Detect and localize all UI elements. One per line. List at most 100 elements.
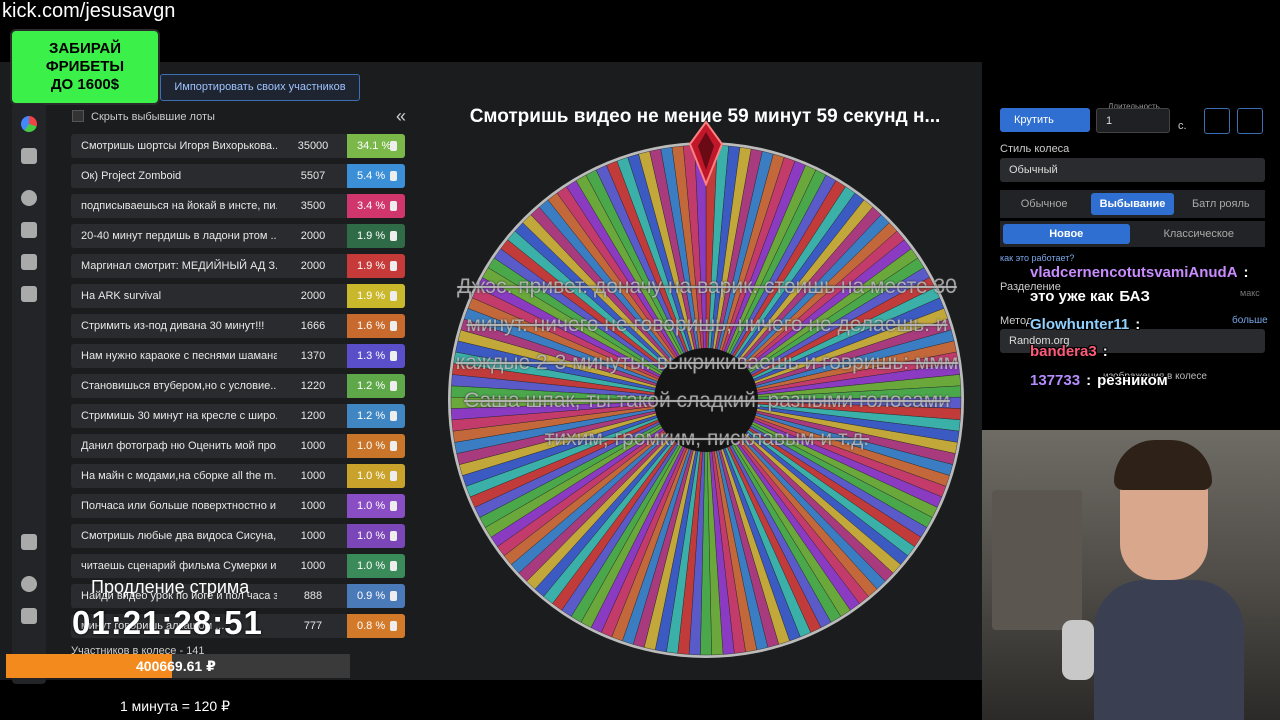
lot-row[interactable]: Стримить из-под дивана 30 минут!!! 1666 1.… <box>71 314 405 338</box>
chat-line: это уже как БАЗ <box>1030 288 1156 305</box>
duration-input[interactable]: 1 <box>1096 108 1170 133</box>
language-icon[interactable] <box>21 534 37 550</box>
lot-name: читаешь сценарий фильма Сумерки и... <box>81 560 277 572</box>
lot-row[interactable]: Стримишь 30 минут на кресле с широ... 120… <box>71 404 405 428</box>
lot-amount: 3500 <box>300 200 326 212</box>
style-label: Стиль колеса <box>1000 143 1070 155</box>
lot-name: На ARK survival <box>81 290 162 302</box>
hide-eliminated-label: Скрыть выбывшие лоты <box>91 111 215 123</box>
settings-icon[interactable] <box>21 190 37 206</box>
lot-amount: 1000 <box>300 560 326 572</box>
lot-amount: 1666 <box>300 320 326 332</box>
promo-line: ЗАБИРАЙ <box>48 40 122 57</box>
lot-row[interactable]: Становишься втубером,но с условие... 1220… <box>71 374 405 398</box>
stream-url: kick.com/jesusavgn <box>2 0 176 22</box>
chat-user: vladcernencotutsvamiAnudA <box>1030 264 1238 281</box>
pointer <box>688 120 724 186</box>
lot-amount: 5507 <box>300 170 326 182</box>
lot-row[interactable]: Маргинал смотрит: МЕДИЙНЫЙ АД З... 2000 1.… <box>71 254 405 278</box>
lot-name: минут говоришь алкашом ... <box>81 620 225 632</box>
donation-text: Джэс. привет. доначу на варик. стоишь на… <box>455 275 959 450</box>
lot-name: На майн с модами,на сборке all the m... <box>81 470 277 482</box>
lot-amount: 777 <box>303 620 323 632</box>
lot-percent: 0.8 % <box>347 614 405 638</box>
lot-amount: 1000 <box>300 470 326 482</box>
chat-message: это уже как <box>1030 288 1114 305</box>
chat-message: резником <box>1097 372 1168 389</box>
wheel-center <box>654 348 758 452</box>
lot-name: Ок) Project Zomboid <box>81 170 182 182</box>
chat-user: 137733 <box>1030 372 1081 389</box>
lot-row[interactable]: Смотришь любые два видоса Сисуна,... 1000… <box>71 524 405 548</box>
chat-separator: : <box>1102 343 1108 360</box>
lot-percent: 1.9 % <box>347 224 405 248</box>
chat-user: Glowhunter11 <box>1030 316 1130 333</box>
lot-percent: 1.0 % <box>347 434 405 458</box>
lot-name: Данил фотограф ню Оценить мой про... <box>81 440 277 452</box>
mode-tab[interactable]: Батл рояль <box>1191 198 1250 210</box>
lot-row[interactable]: Полчаса или больше поверхтностно и... 100… <box>71 494 405 518</box>
layers-icon[interactable] <box>21 222 37 238</box>
random-button[interactable] <box>1204 108 1230 134</box>
stats-icon[interactable] <box>21 148 37 164</box>
lot-name: подписываешься на йокай в инсте, пи... <box>81 200 277 212</box>
promo-banner[interactable]: ЗАБИРАЙ ФРИБЕТЫ ДО 1600$ <box>12 31 158 103</box>
mode-tab[interactable]: Обычное <box>1020 198 1068 210</box>
style-select[interactable]: Обычный <box>1000 158 1265 182</box>
webcam <box>982 430 1280 720</box>
method-select[interactable]: Random.org <box>1000 329 1265 353</box>
mode-tab[interactable]: Выбывание <box>1091 193 1174 215</box>
lot-row[interactable]: подписываешься на йокай в инсте, пи... 35… <box>71 194 405 218</box>
chat-line: bandera3: <box>1030 343 1114 360</box>
lot-percent: 1.6 % <box>347 314 405 338</box>
lot-percent: 1.2 % <box>347 404 405 428</box>
chat-separator: : <box>1086 372 1092 389</box>
lot-name: Смотришь шортсы Игоря Вихорькова... <box>81 140 277 152</box>
github-icon[interactable] <box>21 576 37 592</box>
duration-label: Длительность <box>1108 102 1160 111</box>
wheel[interactable] <box>446 140 966 660</box>
lot-name: Маргинал смотрит: МЕДИЙНЫЙ АД З... <box>81 260 277 272</box>
microphone <box>1062 620 1094 680</box>
collapse-button[interactable]: « <box>396 106 407 126</box>
lot-row[interactable]: 20-40 минут пердишь в ладони ртом ... 200… <box>71 224 405 248</box>
lot-name: Полчаса или больше поверхтностно и... <box>81 500 277 512</box>
music-button[interactable] <box>1237 108 1263 134</box>
lot-amount: 888 <box>303 590 323 602</box>
lot-amount: 1000 <box>300 530 326 542</box>
hide-eliminated[interactable]: Скрыть выбывшие лоты <box>72 110 215 123</box>
how-link[interactable]: как это работает? <box>1000 253 1075 263</box>
spin-button[interactable]: Крутить <box>1000 108 1090 132</box>
more-link[interactable]: больше <box>1232 315 1268 326</box>
lot-row[interactable]: На майн с модами,на сборке all the m... 1… <box>71 464 405 488</box>
lot-name: Стримишь 30 минут на кресле с широ... <box>81 410 277 422</box>
shield-icon[interactable] <box>21 254 37 270</box>
checkbox[interactable] <box>72 110 84 122</box>
lot-row[interactable]: минут говоришь алкашом ... 777 0.8 % <box>71 614 405 638</box>
lot-row[interactable]: Данил фотограф ню Оценить мой про... 1000… <box>71 434 405 458</box>
lot-amount: 35000 <box>297 140 329 152</box>
lot-row[interactable]: Ок) Project Zomboid 5507 5.4 % <box>71 164 405 188</box>
bar-fill <box>6 654 172 678</box>
lot-amount: 2000 <box>300 260 326 272</box>
lot-amount: 1220 <box>300 380 326 392</box>
telegram-icon[interactable] <box>21 608 37 624</box>
lot-percent: 5.4 % <box>347 164 405 188</box>
submode-tab[interactable]: Классическое <box>1163 228 1235 240</box>
lot-name: Стримить из-под дивана 30 минут!!! <box>81 320 265 332</box>
lot-row[interactable]: читаешь сценарий фильма Сумерки и... 1000… <box>71 554 405 578</box>
lot-percent: 3.4 % <box>347 194 405 218</box>
lot-name: Найди видео урок по йоге и пол часа з... <box>81 590 277 602</box>
lot-row[interactable]: Найди видео урок по йоге и пол часа з...… <box>71 584 405 608</box>
lot-row[interactable]: Нам нужно караоке с песнями шамана 1370 1.… <box>71 344 405 368</box>
wheel-icon[interactable] <box>21 116 37 132</box>
lot-row[interactable]: Смотришь шортсы Игоря Вихорькова... 35000… <box>71 134 405 158</box>
lot-row[interactable]: На ARK survival 2000 1.9 % <box>71 284 405 308</box>
video-icon[interactable] <box>21 286 37 302</box>
chat-line: 137733: резником <box>1030 372 1174 389</box>
import-button[interactable]: Импортировать своих участников <box>160 74 360 101</box>
total-amount: 400669.61 ₽ <box>136 658 216 674</box>
submode-tab[interactable]: Новое <box>1003 224 1130 244</box>
lot-amount: 1000 <box>300 500 326 512</box>
